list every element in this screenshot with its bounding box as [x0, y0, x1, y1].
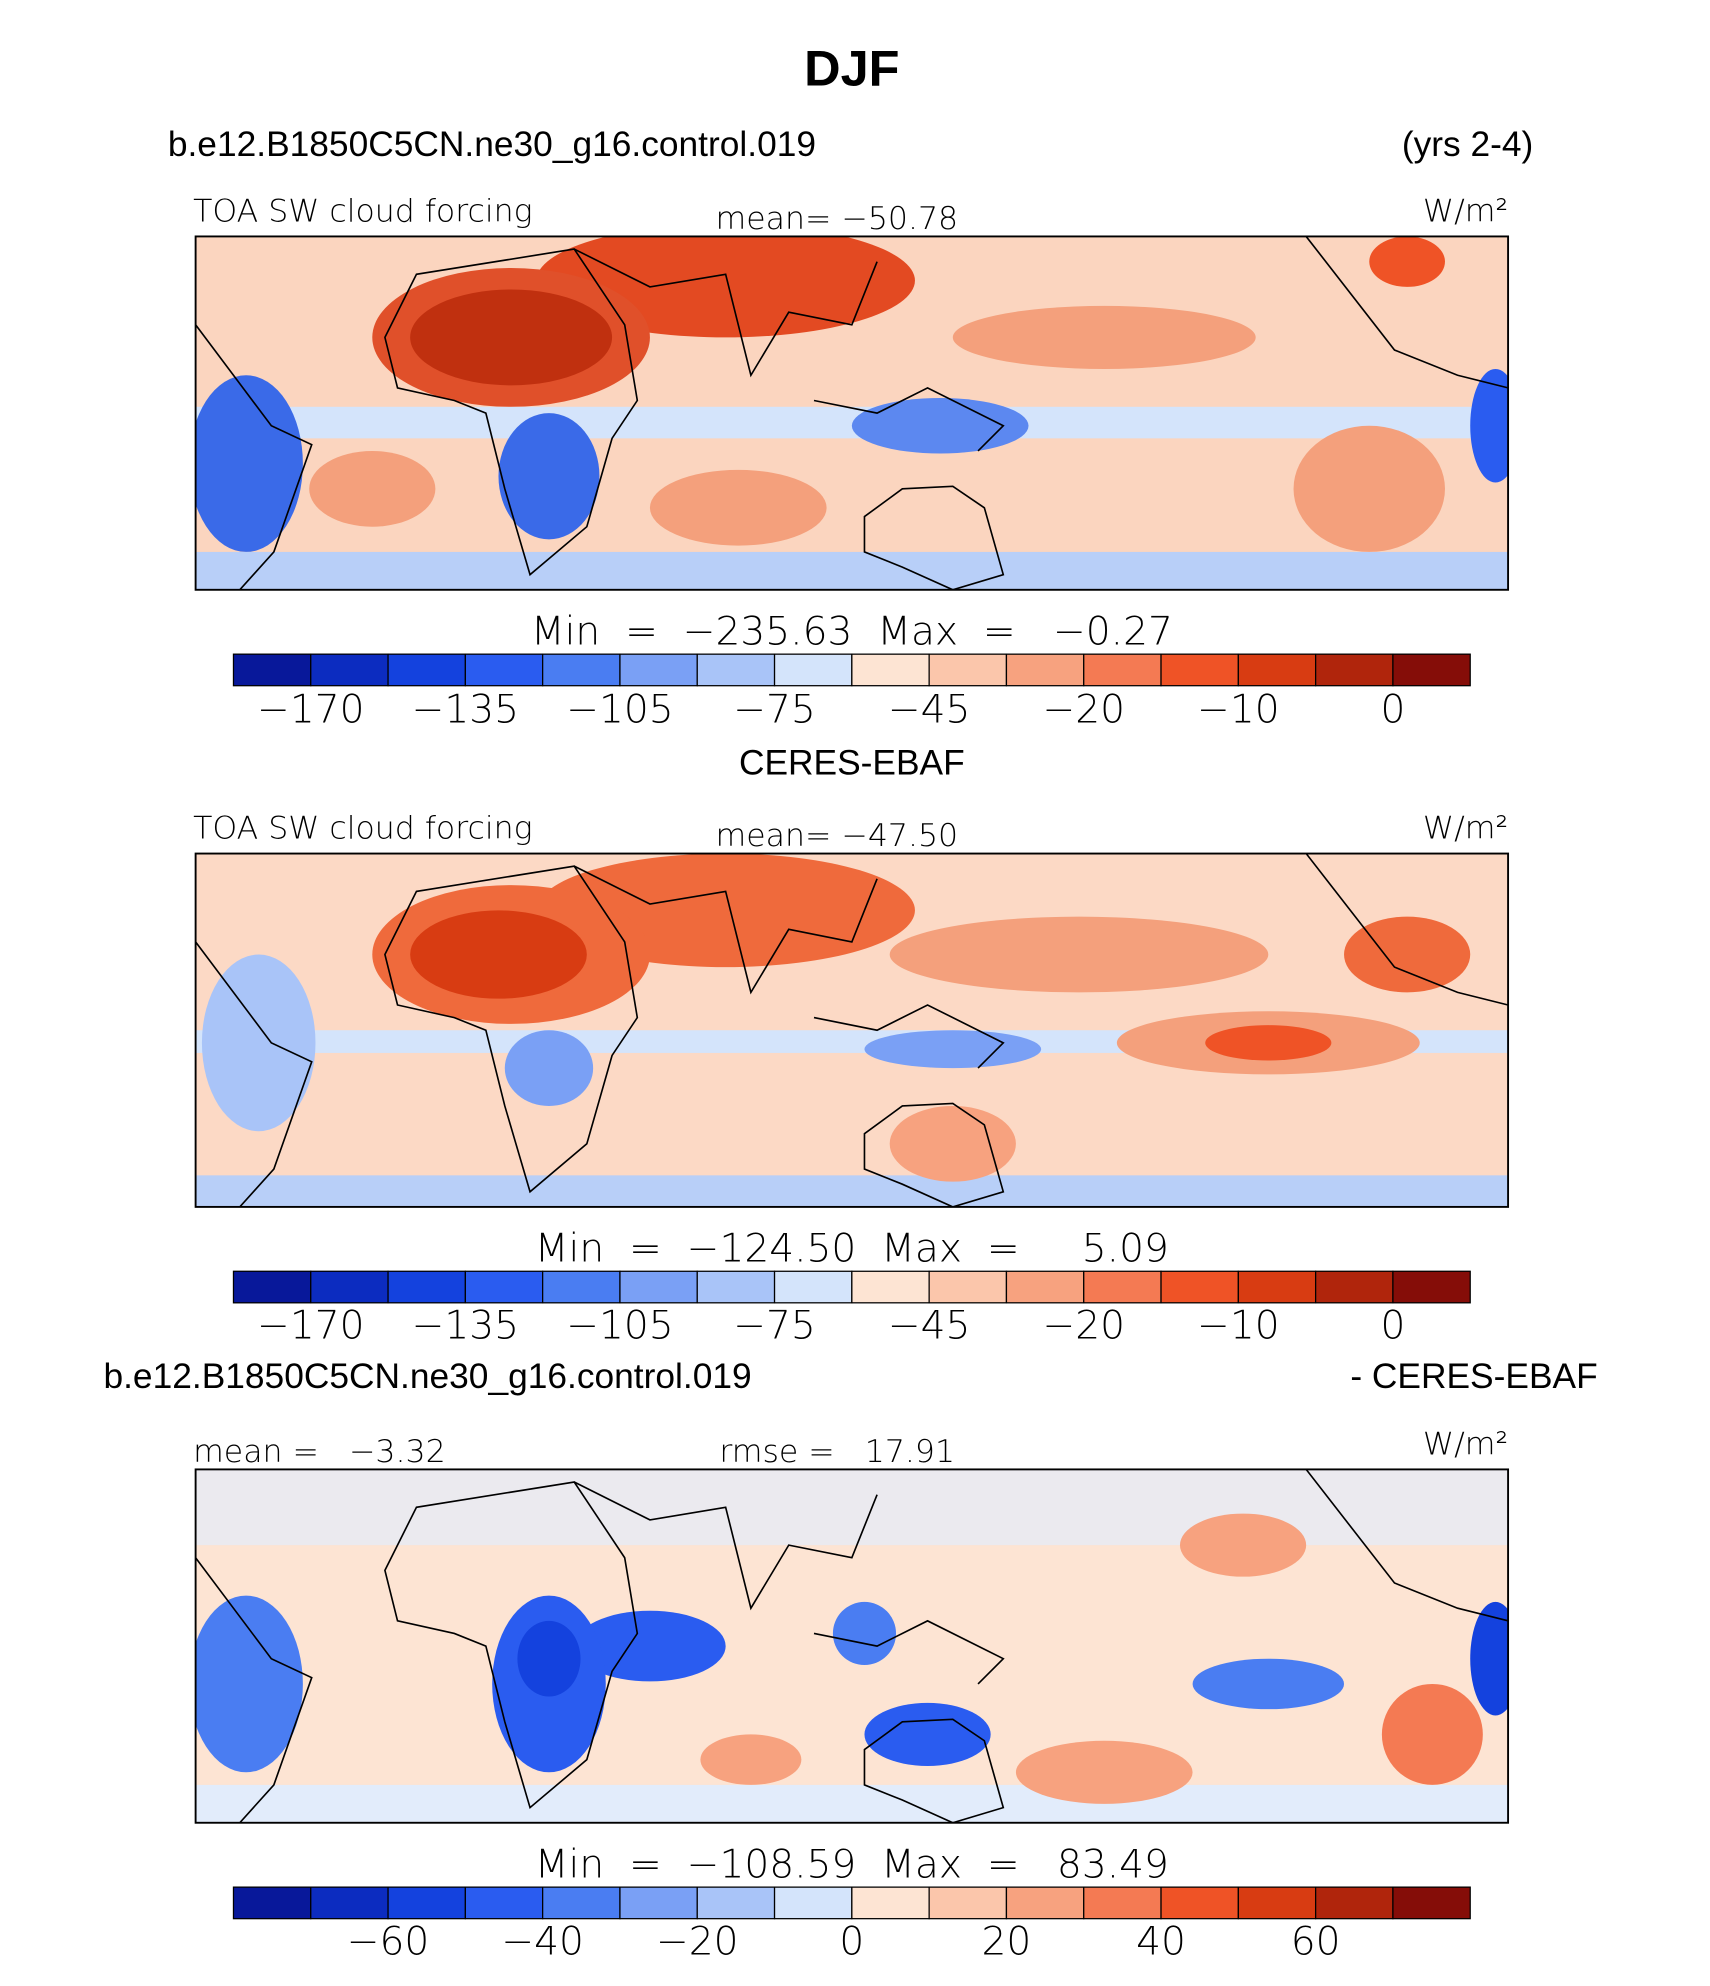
- colorbar-label: −75: [733, 688, 816, 733]
- colorbar-label: −10: [1197, 1304, 1280, 1349]
- colorbar-box: [928, 1270, 1008, 1304]
- colorbar: −170 −135 −105 −75 −45 −20 −10 0: [232, 653, 1471, 733]
- colorbar-box: [851, 1886, 930, 1920]
- colorbar-box: [928, 1886, 1008, 1920]
- min-max: Min = −108.59 Max = 83.49: [535, 1842, 1169, 1887]
- colorbar-label: −170: [257, 688, 364, 733]
- colorbar-label: −40: [501, 1919, 584, 1964]
- colorbar-box: [464, 1270, 544, 1304]
- colorbar-label: 0: [1380, 1304, 1405, 1349]
- colorbar-box: [1083, 653, 1162, 687]
- panel-left-label: TOA SW cloud forcing: [193, 811, 532, 847]
- colorbar-label: −105: [566, 1304, 673, 1349]
- panel-header-left: b.e12.B1850C5CN.ne30_g16.control.019: [103, 1357, 751, 1396]
- colorbar-box: [619, 1270, 698, 1304]
- colorbar-label: −135: [412, 1304, 519, 1349]
- colorbar-box: [1083, 1886, 1162, 1920]
- colorbar-label: 0: [1380, 688, 1405, 733]
- colorbar-box: [310, 653, 389, 687]
- colorbar-box: [696, 653, 776, 687]
- colorbar-box: [1314, 653, 1394, 687]
- colorbar-box: [1392, 1270, 1471, 1304]
- colorbar-label: −10: [1197, 688, 1280, 733]
- colorbar-box: [232, 1886, 312, 1920]
- colorbar-box: [696, 1270, 776, 1304]
- colorbar-box: [1237, 1886, 1317, 1920]
- colorbar: −170 −135 −105 −75 −45 −20 −10 0: [232, 1270, 1471, 1349]
- map: [194, 852, 1510, 1208]
- colorbar-box: [1005, 653, 1085, 687]
- map: [194, 1468, 1510, 1824]
- colorbar-label: −45: [888, 1304, 971, 1349]
- colorbar: −60 −40 −20 0 20 40 60: [232, 1886, 1471, 1964]
- colorbar-box: [928, 653, 1008, 687]
- colorbar-label: −20: [1042, 688, 1125, 733]
- colorbar-box: [310, 1886, 389, 1920]
- panel-header-left: b.e12.B1850C5CN.ne30_g16.control.019: [168, 125, 816, 164]
- colorbar-box: [1237, 653, 1317, 687]
- panel-center-label: mean= −47.50: [716, 818, 959, 854]
- colorbar-box: [1314, 1886, 1394, 1920]
- colorbar-box: [464, 1886, 544, 1920]
- colorbar-label: −45: [888, 688, 971, 733]
- colorbar-box: [773, 653, 853, 687]
- colorbar-box: [619, 653, 698, 687]
- colorbar-box: [773, 1886, 853, 1920]
- colorbar-box: [1083, 1270, 1162, 1304]
- colorbar-box: [1160, 1270, 1239, 1304]
- panel-left-label: TOA SW cloud forcing: [193, 193, 532, 229]
- colorbar-box: [542, 1886, 621, 1920]
- min-max: Min = −235.63 Max = −0.27: [531, 609, 1173, 654]
- panel-header-right: (yrs 2-4): [1402, 125, 1534, 164]
- figure-title: DJF: [804, 40, 899, 97]
- colorbar-box: [387, 1270, 466, 1304]
- panel-center-label: mean= −50.78: [716, 201, 959, 237]
- colorbar-label: 40: [1136, 1919, 1186, 1964]
- colorbar-label: 20: [982, 1919, 1032, 1964]
- colorbar-label: −60: [347, 1919, 430, 1964]
- colorbar-box: [542, 1270, 621, 1304]
- colorbar-box: [1392, 653, 1471, 687]
- colorbar-box: [1160, 653, 1239, 687]
- panel-header-right: - CERES-EBAF: [1350, 1357, 1597, 1396]
- colorbar-box: [1314, 1270, 1394, 1304]
- colorbar-box: [851, 1270, 930, 1304]
- colorbar-label: −20: [1042, 1304, 1125, 1349]
- map: [194, 235, 1510, 591]
- colorbar-box: [310, 1270, 389, 1304]
- colorbar-box: [464, 653, 544, 687]
- panel-units: W/m²: [1423, 1426, 1508, 1462]
- colorbar-label: 0: [839, 1919, 864, 1964]
- colorbar-box: [387, 653, 466, 687]
- colorbar-box: [1005, 1270, 1085, 1304]
- colorbar-box: [387, 1886, 466, 1920]
- colorbar-box: [232, 1270, 312, 1304]
- colorbar-box: [232, 653, 312, 687]
- colorbar-box: [1005, 1886, 1085, 1920]
- panel-center-label: rmse = 17.91: [719, 1434, 955, 1470]
- panel-units: W/m²: [1423, 811, 1508, 847]
- colorbar-box: [542, 653, 621, 687]
- colorbar-box: [696, 1886, 776, 1920]
- colorbar-box: [1160, 1886, 1239, 1920]
- colorbar-box: [1392, 1886, 1471, 1920]
- colorbar-label: −170: [257, 1304, 364, 1349]
- colorbar-label: 60: [1291, 1919, 1341, 1964]
- colorbar-label: −135: [412, 688, 519, 733]
- colorbar-box: [851, 653, 930, 687]
- colorbar-label: −75: [733, 1304, 816, 1349]
- min-max: Min = −124.50 Max = 5.09: [535, 1227, 1169, 1272]
- colorbar-box: [1237, 1270, 1317, 1304]
- colorbar-box: [773, 1270, 853, 1304]
- panel-left-label: mean = −3.32: [193, 1434, 446, 1470]
- colorbar-label: −20: [656, 1919, 739, 1964]
- panel-header: CERES-EBAF: [739, 744, 965, 783]
- colorbar-box: [619, 1886, 698, 1920]
- colorbar-label: −105: [566, 688, 673, 733]
- panel-units: W/m²: [1423, 193, 1508, 229]
